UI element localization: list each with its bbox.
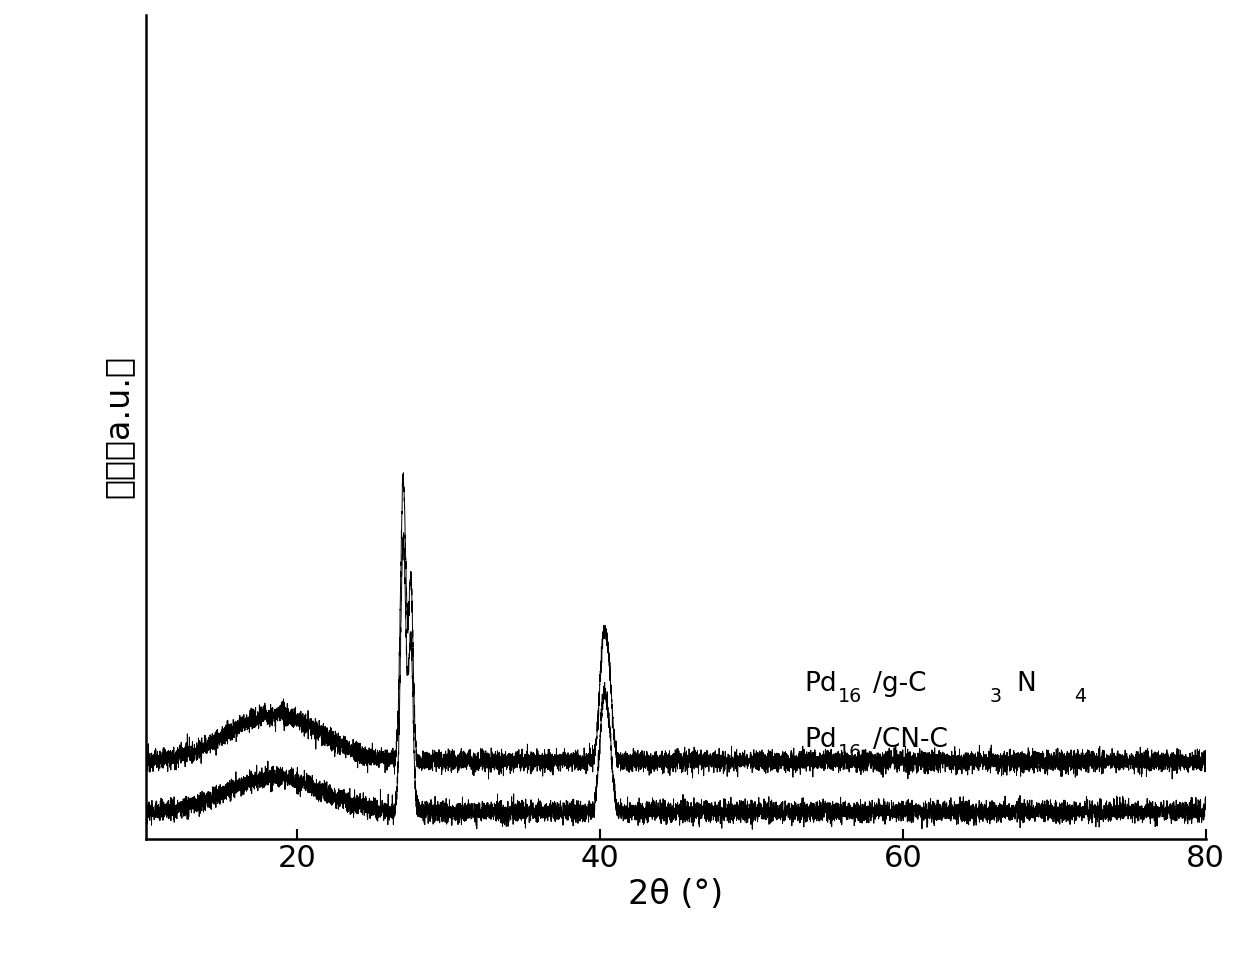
- X-axis label: 2θ (°): 2θ (°): [629, 878, 723, 912]
- Text: 16: 16: [838, 686, 862, 706]
- Text: 4: 4: [1074, 686, 1086, 706]
- Text: /CN-C: /CN-C: [873, 727, 947, 754]
- Text: Pd: Pd: [805, 727, 837, 754]
- Text: N: N: [1017, 671, 1037, 697]
- Text: 16: 16: [838, 743, 862, 761]
- Text: Pd: Pd: [805, 671, 837, 697]
- Y-axis label: 强度（a.u.）: 强度（a.u.）: [102, 356, 135, 498]
- Text: /g-C: /g-C: [873, 671, 926, 697]
- Text: 3: 3: [990, 686, 1001, 706]
